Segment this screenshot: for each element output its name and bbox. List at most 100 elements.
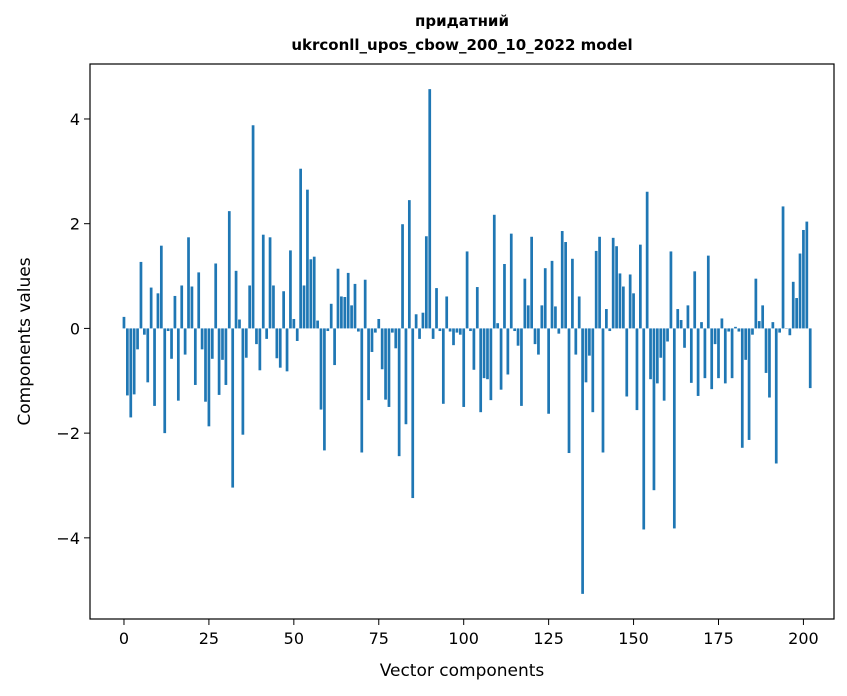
bars-group bbox=[122, 89, 812, 594]
bar-25 bbox=[207, 328, 211, 427]
y-axis-ticks: −4 −2 0 2 4 bbox=[56, 110, 90, 548]
bar-132 bbox=[571, 258, 574, 329]
bar-139 bbox=[594, 250, 598, 329]
bar-87 bbox=[418, 328, 421, 339]
bar-122 bbox=[537, 328, 540, 355]
bar-9 bbox=[153, 328, 156, 406]
bar-104 bbox=[475, 287, 479, 329]
bar-92 bbox=[435, 288, 438, 329]
bar-91 bbox=[431, 328, 435, 339]
bar-110 bbox=[496, 323, 500, 329]
bar-0 bbox=[122, 316, 126, 329]
bar-57 bbox=[316, 320, 319, 329]
bar-80 bbox=[394, 328, 398, 349]
bar-116 bbox=[516, 328, 520, 346]
bar-101 bbox=[465, 251, 469, 329]
bar-62 bbox=[333, 328, 336, 366]
bar-46 bbox=[278, 328, 282, 368]
bar-178 bbox=[727, 328, 731, 332]
bar-53 bbox=[302, 285, 306, 329]
bar-180 bbox=[734, 326, 737, 329]
bar-89 bbox=[424, 236, 428, 329]
bar-134 bbox=[577, 296, 581, 329]
bar-77 bbox=[384, 328, 387, 400]
bar-12 bbox=[163, 328, 167, 434]
bar-187 bbox=[757, 321, 761, 329]
bar-179 bbox=[730, 328, 734, 379]
bar-20 bbox=[190, 286, 194, 329]
bar-99 bbox=[458, 328, 462, 335]
bar-176 bbox=[720, 318, 724, 329]
bar-44 bbox=[272, 285, 275, 329]
bar-14 bbox=[170, 328, 173, 359]
bar-137 bbox=[588, 328, 591, 356]
bar-38 bbox=[251, 125, 255, 329]
y-tick-label-1: −2 bbox=[56, 424, 80, 443]
bar-189 bbox=[764, 328, 768, 373]
bar-143 bbox=[608, 328, 612, 332]
x-tick-label-3: 75 bbox=[369, 629, 389, 648]
bar-149 bbox=[628, 274, 632, 329]
bar-58 bbox=[319, 328, 323, 410]
bar-152 bbox=[639, 244, 642, 329]
bar-128 bbox=[557, 328, 561, 334]
bar-59 bbox=[323, 328, 326, 451]
bar-69 bbox=[357, 328, 360, 332]
bar-73 bbox=[370, 328, 374, 352]
bar-10 bbox=[156, 293, 160, 329]
bar-21 bbox=[193, 328, 197, 385]
bar-79 bbox=[391, 328, 394, 333]
bar-155 bbox=[649, 328, 652, 380]
bar-191 bbox=[771, 322, 775, 329]
bar-95 bbox=[445, 296, 449, 329]
bar-172 bbox=[706, 255, 710, 329]
bar-94 bbox=[441, 328, 445, 404]
bar-130 bbox=[564, 242, 567, 329]
bar-186 bbox=[754, 278, 758, 329]
bar-157 bbox=[655, 328, 659, 384]
bar-13 bbox=[166, 328, 170, 332]
bar-56 bbox=[312, 256, 316, 329]
bar-11 bbox=[159, 245, 163, 329]
bar-4 bbox=[136, 328, 139, 350]
bar-158 bbox=[659, 328, 663, 358]
bar-113 bbox=[506, 328, 510, 375]
bar-16 bbox=[176, 328, 180, 401]
bar-165 bbox=[683, 328, 686, 348]
bar-26 bbox=[210, 328, 214, 359]
bar-52 bbox=[299, 168, 302, 329]
x-tick-label-2: 50 bbox=[284, 629, 304, 648]
bar-70 bbox=[360, 328, 364, 453]
bar-125 bbox=[547, 328, 550, 414]
bar-18 bbox=[183, 328, 187, 355]
bar-105 bbox=[479, 328, 483, 413]
bar-66 bbox=[346, 272, 350, 329]
x-axis-label: Vector components bbox=[380, 661, 545, 681]
bar-93 bbox=[438, 328, 442, 332]
bar-173 bbox=[710, 328, 714, 390]
bar-198 bbox=[795, 298, 798, 329]
bar-142 bbox=[605, 309, 608, 329]
bar-84 bbox=[407, 200, 411, 329]
bar-118 bbox=[523, 278, 527, 329]
bar-22 bbox=[197, 272, 201, 329]
bar-140 bbox=[598, 236, 601, 329]
bar-32 bbox=[231, 328, 235, 488]
bar-29 bbox=[221, 328, 224, 360]
bar-199 bbox=[798, 253, 802, 329]
bar-150 bbox=[632, 293, 635, 329]
bar-63 bbox=[336, 268, 340, 329]
bar-83 bbox=[404, 328, 408, 425]
bar-201 bbox=[805, 221, 809, 329]
bar-7 bbox=[146, 328, 150, 383]
bar-144 bbox=[611, 237, 615, 329]
bar-120 bbox=[530, 236, 533, 329]
bar-136 bbox=[584, 328, 588, 383]
bar-106 bbox=[482, 328, 486, 379]
chart-subtitle: ukrconll_upos_cbow_200_10_2022 model bbox=[291, 36, 632, 54]
bar-90 bbox=[428, 89, 432, 329]
bar-127 bbox=[554, 306, 557, 329]
bar-153 bbox=[642, 328, 646, 530]
bar-111 bbox=[499, 328, 503, 390]
